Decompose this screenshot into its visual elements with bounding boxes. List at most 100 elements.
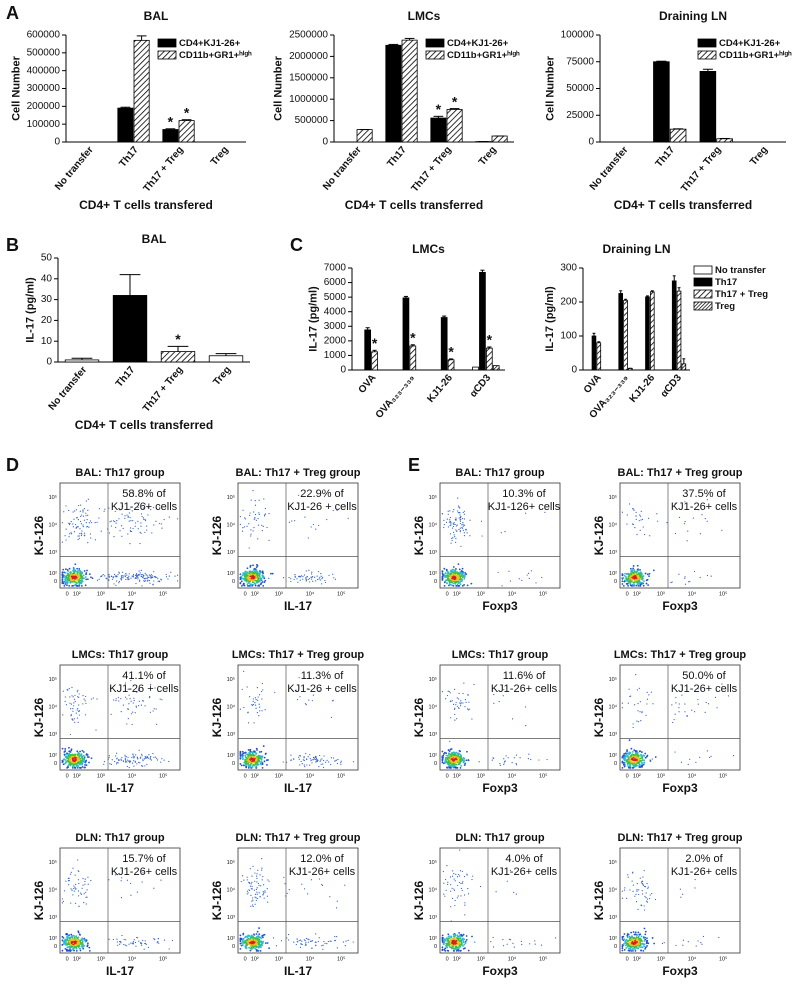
x-tick-label: 10⁴ (688, 590, 697, 597)
event-dot (262, 941, 264, 943)
event-dot (116, 753, 117, 754)
event-dot (77, 691, 78, 692)
bar (493, 366, 499, 370)
event-dot (113, 699, 114, 700)
plot-title: BAL: Th17 + Treg group (618, 467, 743, 479)
x-tick-label: Th17 (114, 364, 138, 389)
x-tick-label: Th17 + Treg (409, 145, 453, 195)
event-dot (72, 523, 73, 524)
event-dot (243, 671, 244, 672)
event-dot (449, 519, 450, 520)
event-dot (464, 511, 465, 512)
event-dot (306, 570, 307, 571)
event-dot (248, 765, 250, 767)
event-dot (337, 759, 338, 760)
event-dot (315, 580, 316, 581)
y-tick-label: 10² (227, 753, 235, 759)
event-dot (459, 512, 460, 513)
event-dot (653, 943, 655, 945)
event-dot (262, 575, 264, 577)
event-dot (512, 718, 513, 719)
event-dot (646, 583, 648, 585)
event-dot (253, 946, 255, 948)
event-dot (635, 572, 637, 574)
event-dot (83, 516, 84, 517)
event-dot (443, 883, 444, 884)
event-dot (464, 706, 465, 707)
event-dot (328, 941, 329, 942)
event-dot (141, 585, 142, 586)
event-dot (257, 585, 259, 587)
event-dot (242, 584, 244, 586)
event-dot (636, 720, 637, 721)
event-dot (127, 880, 128, 881)
event-dot (316, 761, 317, 762)
event-dot (453, 578, 455, 580)
event-dot (450, 717, 451, 718)
event-dot (464, 574, 466, 576)
event-dot (457, 934, 459, 936)
event-dot (71, 521, 72, 522)
event-dot (136, 937, 137, 938)
event-dot (69, 940, 71, 942)
event-dot (252, 904, 253, 905)
event-dot (67, 582, 69, 584)
event-dot (116, 939, 117, 940)
event-dot (455, 758, 457, 760)
event-dot (257, 942, 259, 944)
event-dot (85, 892, 86, 893)
event-dot (73, 573, 74, 574)
event-dot (84, 757, 85, 758)
event-dot (633, 727, 634, 728)
event-dot (66, 936, 68, 938)
event-dot (653, 569, 655, 571)
y-tick-label: 0 (54, 761, 57, 767)
event-dot (471, 936, 473, 938)
event-dot (78, 879, 79, 880)
event-dot (154, 939, 155, 940)
event-dot (521, 944, 522, 945)
event-dot (464, 577, 466, 579)
event-dot (118, 697, 119, 698)
event-dot (528, 573, 529, 574)
event-dot (71, 872, 72, 873)
event-dot (106, 578, 107, 579)
event-dot (503, 758, 504, 759)
event-dot (637, 710, 638, 711)
event-dot (625, 580, 627, 582)
event-dot (312, 700, 313, 701)
bar (682, 364, 686, 370)
event-dot (622, 936, 624, 938)
gate-annotation: 41.1% of (122, 670, 166, 682)
event-dot (177, 518, 178, 519)
event-dot (330, 940, 331, 941)
event-dot (443, 940, 445, 942)
event-dot (458, 943, 460, 945)
event-dot (460, 700, 461, 701)
event-dot (132, 575, 133, 576)
panel-label: E (408, 455, 420, 475)
event-dot (460, 531, 461, 532)
event-dot (448, 514, 449, 515)
event-dot (454, 720, 455, 721)
event-dot (442, 949, 444, 951)
x-tick-label: 10³ (657, 773, 665, 779)
event-dot (637, 582, 639, 584)
event-dot (130, 883, 131, 884)
event-dot (145, 520, 146, 521)
event-dot (87, 889, 88, 890)
event-dot (145, 573, 146, 574)
event-dot (244, 571, 246, 573)
event-dot (138, 941, 139, 942)
event-dot (632, 508, 633, 509)
event-dot (302, 576, 303, 577)
x-tick-label: 0 (626, 773, 629, 779)
event-dot (519, 578, 520, 579)
x-axis-title: Foxp3 (482, 599, 518, 613)
event-dot (457, 579, 459, 581)
x-tick-label: 10² (453, 773, 461, 779)
event-dot (628, 758, 630, 760)
y-axis-title: KJ-126 (412, 880, 426, 920)
event-dot (78, 568, 80, 570)
x-tick-label: 10² (73, 591, 81, 597)
